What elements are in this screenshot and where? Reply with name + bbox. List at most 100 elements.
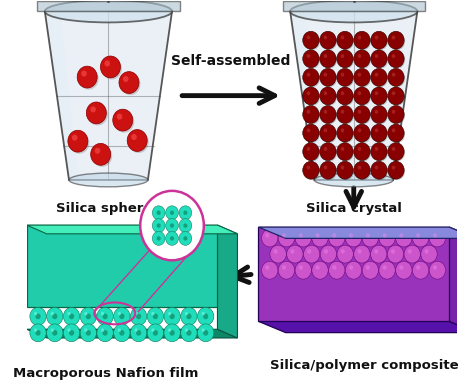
Circle shape: [102, 313, 108, 319]
Circle shape: [341, 73, 344, 77]
Text: Self-assembled: Self-assembled: [172, 54, 291, 68]
Circle shape: [203, 313, 208, 319]
Circle shape: [354, 69, 370, 86]
Polygon shape: [258, 227, 474, 238]
Circle shape: [416, 265, 420, 270]
Circle shape: [119, 72, 139, 94]
Circle shape: [324, 166, 327, 169]
Circle shape: [303, 124, 319, 142]
Circle shape: [346, 229, 362, 247]
Circle shape: [101, 328, 104, 332]
Circle shape: [375, 166, 378, 169]
Circle shape: [433, 233, 437, 238]
Circle shape: [97, 324, 113, 342]
Circle shape: [408, 249, 412, 254]
Circle shape: [371, 124, 387, 142]
Circle shape: [321, 32, 337, 50]
Circle shape: [389, 69, 405, 87]
Circle shape: [341, 166, 344, 169]
Circle shape: [114, 324, 130, 342]
Circle shape: [52, 313, 57, 319]
Circle shape: [170, 313, 175, 319]
Circle shape: [324, 249, 328, 254]
Circle shape: [64, 308, 80, 325]
Circle shape: [140, 191, 204, 260]
Circle shape: [153, 313, 158, 319]
Circle shape: [388, 50, 404, 68]
Circle shape: [320, 124, 336, 142]
Circle shape: [355, 144, 371, 162]
Circle shape: [321, 51, 337, 69]
Circle shape: [355, 88, 371, 106]
Circle shape: [371, 69, 387, 86]
Circle shape: [392, 73, 395, 77]
Circle shape: [338, 107, 354, 124]
Circle shape: [307, 166, 310, 169]
Circle shape: [383, 233, 387, 238]
Circle shape: [320, 87, 336, 105]
Circle shape: [341, 110, 344, 114]
Circle shape: [392, 91, 395, 95]
Circle shape: [101, 312, 104, 315]
Circle shape: [295, 229, 311, 247]
Text: Silica/polymer composite: Silica/polymer composite: [270, 359, 459, 372]
Circle shape: [375, 147, 378, 151]
Polygon shape: [218, 225, 237, 338]
Circle shape: [118, 312, 121, 315]
Circle shape: [412, 261, 429, 279]
Circle shape: [179, 231, 192, 245]
Circle shape: [114, 308, 130, 325]
Circle shape: [375, 110, 378, 114]
Circle shape: [113, 109, 133, 131]
Circle shape: [291, 249, 294, 254]
Circle shape: [400, 265, 403, 270]
Circle shape: [357, 249, 362, 254]
Circle shape: [307, 129, 310, 132]
Circle shape: [354, 245, 370, 263]
Circle shape: [337, 245, 353, 263]
Circle shape: [299, 265, 303, 270]
Circle shape: [102, 330, 108, 336]
Circle shape: [312, 229, 328, 247]
Circle shape: [34, 328, 37, 332]
Circle shape: [349, 265, 353, 270]
Circle shape: [304, 144, 320, 162]
Circle shape: [51, 328, 54, 332]
Circle shape: [147, 324, 164, 342]
Circle shape: [307, 249, 311, 254]
Circle shape: [429, 261, 446, 279]
Circle shape: [67, 328, 71, 332]
Circle shape: [69, 313, 74, 319]
Circle shape: [102, 58, 122, 79]
Circle shape: [389, 32, 405, 50]
Circle shape: [355, 69, 371, 87]
Circle shape: [337, 143, 353, 161]
Circle shape: [389, 125, 405, 143]
Circle shape: [337, 124, 353, 142]
Circle shape: [201, 328, 205, 332]
Circle shape: [270, 245, 286, 263]
Circle shape: [130, 308, 147, 325]
Circle shape: [91, 106, 96, 112]
Circle shape: [265, 265, 269, 270]
Circle shape: [86, 102, 106, 124]
Circle shape: [392, 147, 395, 151]
Circle shape: [338, 69, 354, 87]
Circle shape: [287, 245, 303, 263]
Circle shape: [307, 147, 310, 151]
Circle shape: [338, 144, 354, 162]
Circle shape: [307, 54, 310, 58]
Circle shape: [147, 308, 164, 325]
Circle shape: [168, 328, 171, 332]
Circle shape: [84, 328, 88, 332]
Circle shape: [337, 105, 353, 124]
Circle shape: [337, 69, 353, 86]
Circle shape: [316, 265, 319, 270]
Polygon shape: [290, 11, 324, 180]
Circle shape: [67, 312, 71, 315]
Circle shape: [354, 124, 370, 142]
Circle shape: [372, 32, 388, 50]
Circle shape: [324, 35, 327, 40]
Circle shape: [166, 231, 178, 245]
Circle shape: [389, 107, 405, 124]
